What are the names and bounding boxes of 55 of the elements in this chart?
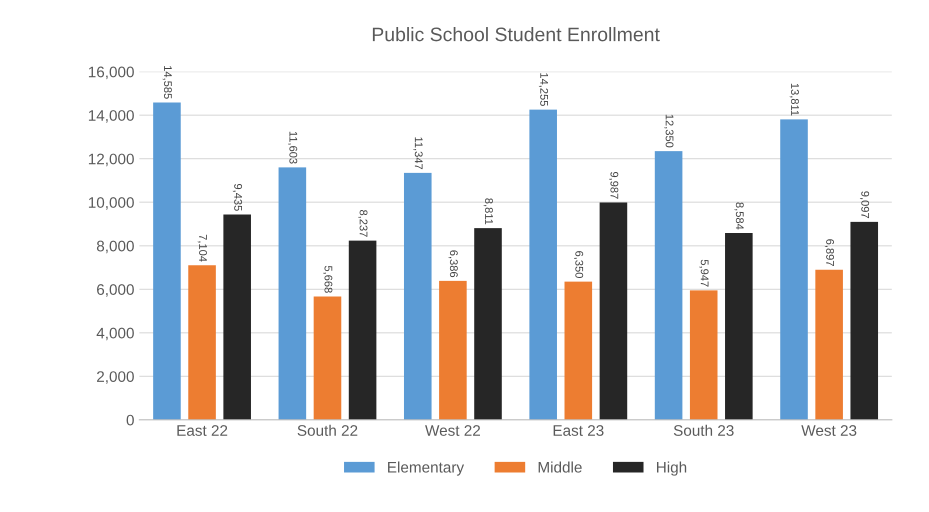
legend-label: Middle	[538, 461, 582, 473]
y-tick-label: 10,000	[88, 197, 134, 210]
data-label: 7,104	[198, 234, 207, 262]
bar	[314, 296, 342, 420]
bar	[654, 151, 682, 420]
data-label: 14,255	[538, 73, 548, 106]
bar	[278, 167, 306, 420]
data-label: 5,947	[699, 260, 709, 287]
y-tick-label: 16,000	[88, 66, 134, 80]
x-tick-label: East 23	[554, 425, 604, 436]
bar	[439, 280, 467, 420]
data-label: 9,987	[609, 172, 618, 199]
bar	[188, 265, 216, 420]
bar	[404, 172, 432, 420]
bar	[725, 233, 753, 420]
chart-title: Public School Student Enrollment	[372, 27, 660, 42]
y-tick-label: 8,000	[96, 240, 134, 254]
legend-label: High	[656, 461, 686, 476]
bar	[474, 228, 502, 420]
data-label: 13,811	[790, 84, 799, 116]
data-label: 8,584	[734, 202, 744, 230]
y-tick-label: 6,000	[97, 284, 134, 297]
y-tick-label: 14,000	[88, 110, 134, 123]
data-label: 6,897	[824, 239, 834, 266]
data-label: 6,350	[574, 251, 584, 278]
data-label: 14,585	[162, 66, 172, 99]
bar	[815, 270, 843, 420]
data-label: 12,350	[664, 114, 674, 148]
bar	[850, 222, 878, 420]
data-label: 9,435	[232, 184, 242, 211]
x-tick-label: West 22	[425, 425, 480, 436]
bar	[153, 102, 181, 420]
data-label: 8,811	[484, 198, 493, 224]
y-tick-label: 12,000	[88, 154, 134, 166]
bar	[348, 240, 376, 420]
x-tick-label: South 23	[674, 424, 734, 436]
bar	[223, 214, 251, 420]
bar	[690, 290, 718, 420]
y-tick-label: 0	[126, 414, 134, 426]
data-label: 11,603	[288, 132, 298, 164]
bar	[564, 282, 592, 420]
bar	[529, 110, 557, 420]
bar	[780, 119, 808, 420]
bar	[600, 202, 628, 420]
x-tick-label: East 22	[177, 425, 228, 436]
y-tick-label: 4,000	[96, 328, 134, 340]
data-label: 5,668	[323, 266, 332, 293]
x-tick-label: West 23	[801, 425, 856, 436]
legend-label: Elementary	[388, 461, 464, 476]
data-label: 6,386	[448, 250, 458, 278]
data-label: 8,237	[358, 210, 368, 237]
data-label: 9,097	[860, 191, 870, 218]
data-label: 11,347	[413, 137, 423, 170]
x-tick-label: South 22	[298, 424, 358, 436]
y-tick-label: 2,000	[97, 371, 134, 384]
